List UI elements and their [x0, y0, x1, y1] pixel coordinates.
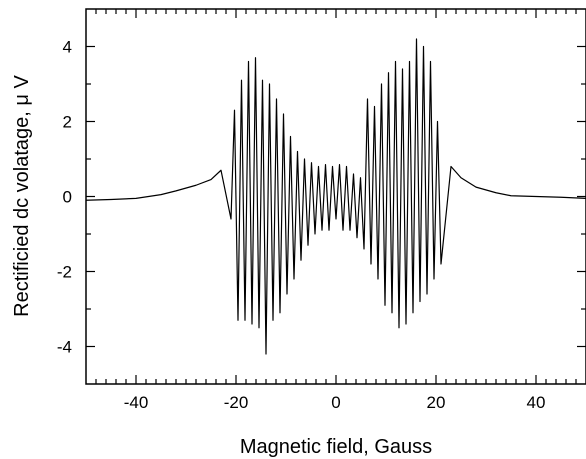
- x-tick-label: 0: [331, 393, 340, 412]
- y-tick-label: 4: [63, 38, 72, 57]
- x-axis-title: Magnetic field, Gauss: [240, 436, 432, 458]
- y-tick-label: -2: [57, 263, 72, 282]
- series-line: [85, 38, 586, 355]
- x-tick-label: -20: [224, 393, 249, 412]
- x-tick-label: 40: [527, 393, 546, 412]
- x-tick-label: -40: [124, 393, 149, 412]
- y-tick-label: 2: [63, 113, 72, 132]
- y-axis-title: Rectificied dc volatage, μ V: [11, 75, 33, 317]
- y-tick-label: -4: [57, 338, 72, 357]
- y-tick-label: 0: [63, 188, 72, 207]
- tick-marks: [86, 9, 586, 384]
- plot-frame: [85, 8, 586, 385]
- x-tick-label: 20: [427, 393, 446, 412]
